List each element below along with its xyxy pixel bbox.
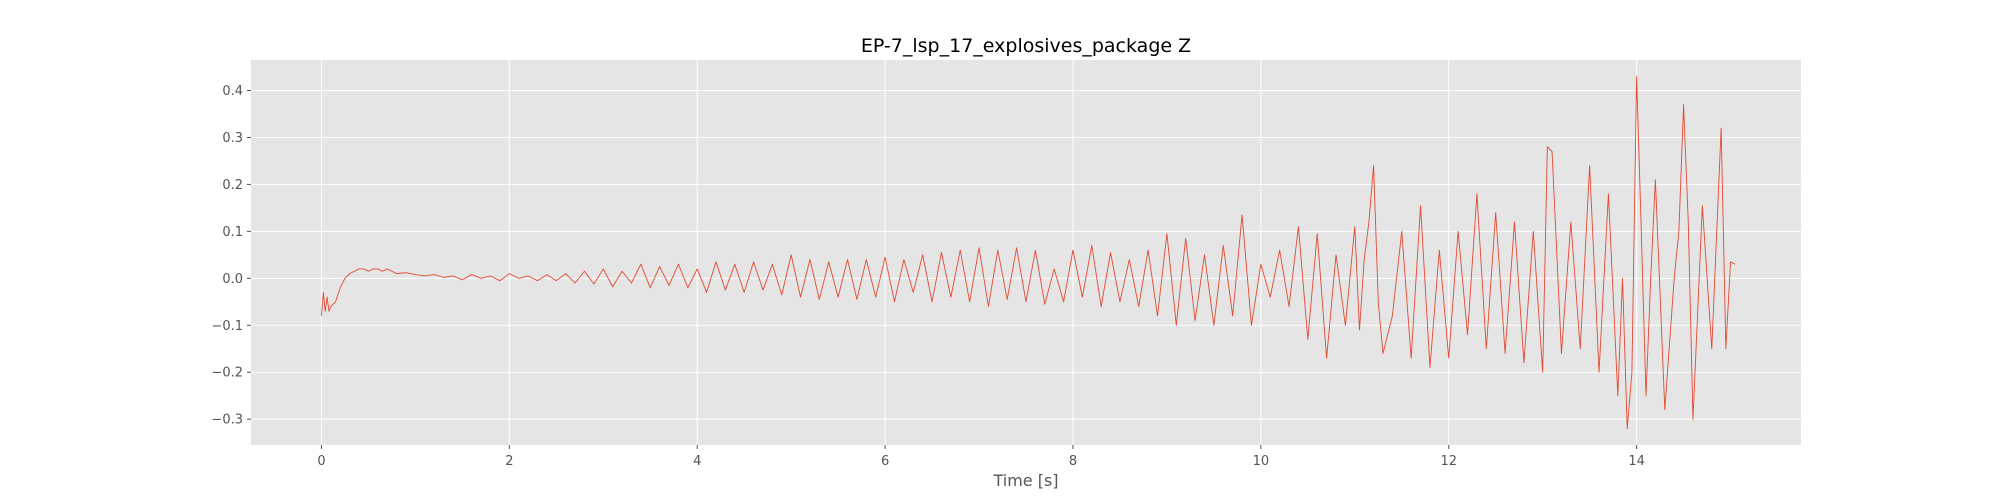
y-tick-label: 0.1 [222, 225, 243, 240]
x-tick-label: 8 [1069, 454, 1077, 469]
y-tick-label: −0.1 [211, 319, 243, 334]
x-axis-label: Time [s] [992, 471, 1058, 490]
x-tick-label: 0 [317, 454, 325, 469]
y-axis: −0.3 −0.2 −0.1 0.0 0.1 0.2 0.3 0.4 [211, 84, 251, 428]
x-tick-label: 10 [1253, 454, 1270, 469]
x-tick-label: 2 [505, 454, 513, 469]
y-tick-label: 0.0 [222, 272, 243, 287]
x-tick-label: 12 [1440, 454, 1457, 469]
y-tick-label: 0.2 [222, 178, 243, 193]
x-tick-label: 4 [693, 454, 701, 469]
series-line [321, 75, 1736, 430]
chart-title: EP-7_lsp_17_explosives_package Z [861, 35, 1191, 57]
x-axis: 0 2 4 6 8 10 12 14 [317, 445, 1645, 469]
y-tick-label: 0.4 [222, 84, 243, 99]
x-tick-label: 6 [881, 454, 889, 469]
y-tick-label: −0.2 [211, 366, 243, 381]
y-tick-label: 0.3 [222, 131, 243, 146]
x-tick-label: 14 [1628, 454, 1645, 469]
y-tick-label: −0.3 [211, 413, 243, 428]
